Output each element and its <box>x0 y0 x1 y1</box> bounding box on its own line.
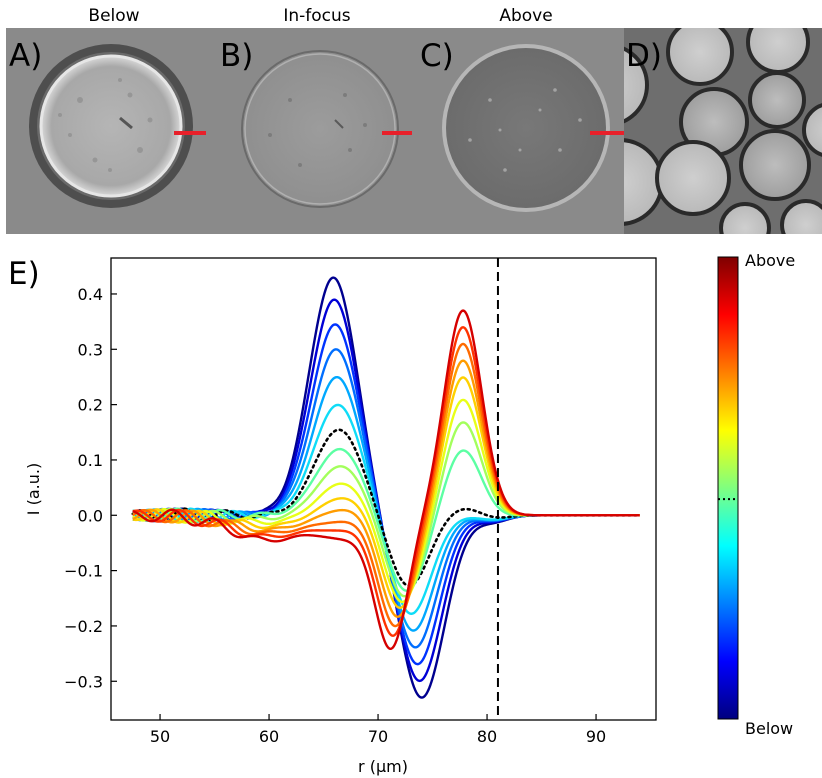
y-tick-label: 0.2 <box>78 396 103 415</box>
series-layer <box>131 276 641 699</box>
colorbar-gradient <box>717 256 739 720</box>
panel-d-letter: D) <box>626 38 662 74</box>
x-tick-label: 50 <box>150 727 170 746</box>
x-tick-label: 90 <box>586 727 606 746</box>
profile-line <box>132 398 640 604</box>
y-tick-label: −0.3 <box>64 672 103 691</box>
panel-a-image <box>29 44 206 208</box>
y-tick-label: −0.2 <box>64 617 103 636</box>
y-tick-label: 0.3 <box>78 340 103 359</box>
panel-b-image <box>241 50 412 208</box>
x-axis-label: r (μm) <box>358 757 408 776</box>
colorbar-top-label: Above <box>745 251 795 270</box>
y-axis-ticks: −0.3 −0.2 −0.1 0.0 0.1 0.2 0.3 0.4 <box>64 285 117 691</box>
profile-marker-a <box>174 131 206 135</box>
y-tick-label: 0.1 <box>78 451 103 470</box>
panel-c-caption: Above <box>499 6 552 26</box>
profile-line <box>132 326 640 637</box>
profile-line <box>132 348 640 649</box>
panel-d-image <box>624 28 822 234</box>
panel-a-caption: Below <box>88 6 139 26</box>
intensity-profile-chart: 50 60 70 80 90 −0.3 −0.2 −0.1 0.0 0.1 0.2 0.3 0.4 r… <box>24 257 657 776</box>
x-tick-label: 60 <box>259 727 279 746</box>
y-tick-label: −0.1 <box>64 562 103 581</box>
panel-b-caption: In-focus <box>283 6 350 26</box>
panel-b-letter: B) <box>220 38 253 74</box>
profile-marker-b <box>382 131 412 135</box>
plot-frame <box>110 257 657 721</box>
y-axis-label: I (a.u.) <box>24 463 43 515</box>
panel-e-letter: E) <box>8 256 40 292</box>
y-tick-label: 0.4 <box>78 285 103 304</box>
panel-c-image <box>442 44 624 212</box>
panel-labels: Below In-focus Above A) B) C) D) E) <box>8 6 662 292</box>
x-tick-label: 80 <box>477 727 497 746</box>
profile-line <box>132 375 640 632</box>
profile-line <box>132 309 640 650</box>
colorbar-bottom-label: Below <box>745 719 793 738</box>
profile-line <box>132 359 640 618</box>
x-tick-label: 70 <box>368 727 388 746</box>
y-tick-label: 0.0 <box>78 506 103 525</box>
panel-c-letter: C) <box>420 38 454 74</box>
colorbar: Above Below <box>717 251 795 738</box>
x-axis-ticks: 50 60 70 80 90 <box>150 714 606 746</box>
profile-line <box>132 276 640 699</box>
profile-marker-c <box>590 131 624 135</box>
microscope-image-strip <box>6 28 822 234</box>
panel-a-letter: A) <box>9 38 42 74</box>
